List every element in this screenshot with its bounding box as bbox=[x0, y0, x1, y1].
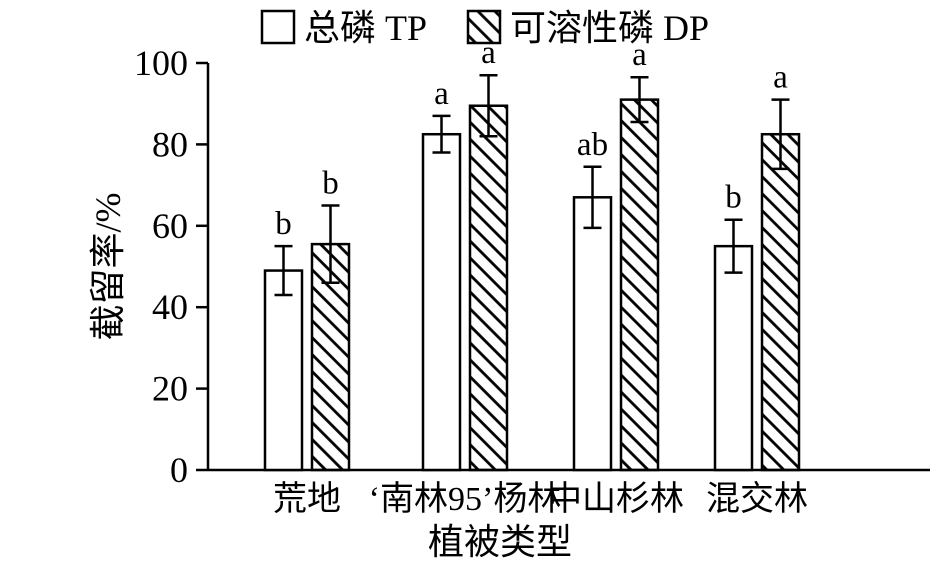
legend-swatch-dp-hatched-square bbox=[466, 9, 502, 45]
bar-tp bbox=[421, 132, 462, 472]
y-tick-label: 0 bbox=[170, 450, 188, 490]
bar-dp bbox=[468, 104, 509, 472]
x-axis-title: 植被类型 bbox=[428, 522, 572, 562]
x-tick-label: 荒地 bbox=[273, 480, 341, 518]
y-tick-label: 60 bbox=[152, 206, 188, 246]
bar-tp bbox=[713, 244, 754, 472]
legend-label-dp: 可溶性磷 DP bbox=[510, 8, 709, 48]
sig-letter: a bbox=[773, 60, 788, 96]
legend-label-tp: 总磷 TP bbox=[304, 8, 427, 48]
x-tick-label: 混交林 bbox=[706, 480, 808, 518]
sig-letter: b bbox=[322, 165, 339, 201]
legend: 总磷 TP 可溶性磷 DP bbox=[260, 8, 709, 48]
bar-tp bbox=[572, 196, 613, 472]
y-tick-label: 80 bbox=[152, 124, 188, 164]
x-tick-label: 中山杉林 bbox=[548, 480, 684, 518]
sig-letter: b bbox=[275, 206, 292, 242]
x-tick-label: ‘南林95’杨林 bbox=[369, 480, 562, 518]
sig-letter: a bbox=[434, 76, 449, 112]
y-tick-label: 40 bbox=[152, 287, 188, 327]
bar-dp bbox=[619, 98, 660, 472]
bar-dp bbox=[760, 132, 801, 472]
y-tick-label: 100 bbox=[134, 43, 188, 83]
sig-letter: a bbox=[632, 37, 647, 73]
bar-tp bbox=[263, 269, 304, 472]
y-tick-label: 20 bbox=[152, 369, 188, 409]
legend-swatch-tp-white-square bbox=[260, 9, 296, 45]
sig-letter: b bbox=[725, 180, 742, 216]
y-axis-title: 截留率/% bbox=[88, 193, 128, 341]
sig-letter: ab bbox=[577, 127, 608, 163]
